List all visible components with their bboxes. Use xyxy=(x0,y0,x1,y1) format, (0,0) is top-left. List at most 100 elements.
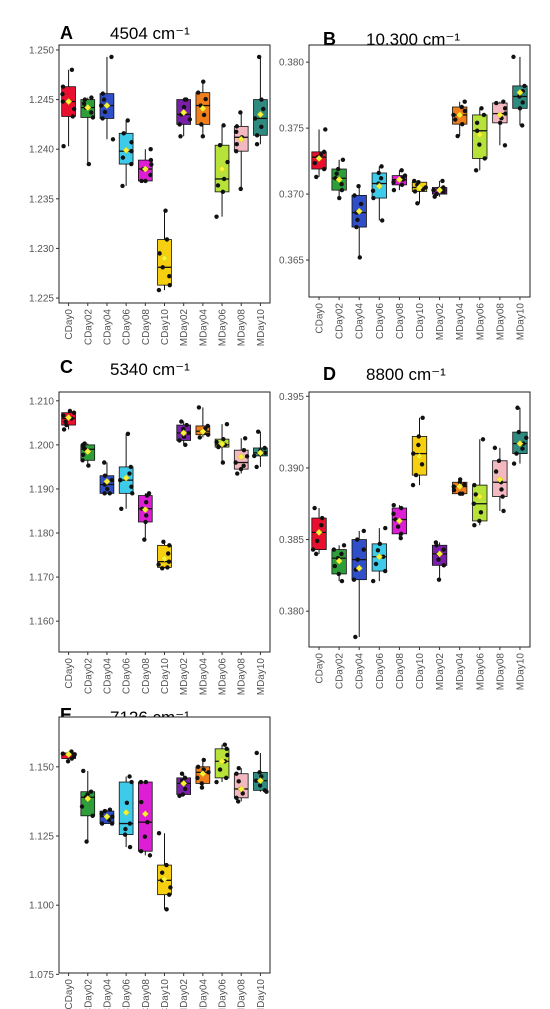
observation-point xyxy=(156,562,161,567)
x-category-label: MDay08 xyxy=(237,309,248,347)
observation-point xyxy=(415,201,420,206)
observation-point xyxy=(157,251,162,256)
box-mday08 xyxy=(492,99,508,148)
x-category-label: CDay06 xyxy=(122,658,133,695)
box-cday06 xyxy=(118,431,135,511)
x-category-label: CDay10 xyxy=(160,658,171,695)
observation-point xyxy=(478,510,484,515)
box-mday06 xyxy=(472,106,488,173)
observation-point xyxy=(238,466,244,472)
y-tick-label: 1.125 xyxy=(29,832,54,843)
observation-point xyxy=(206,770,211,775)
observation-point xyxy=(522,83,527,89)
box-cday0 xyxy=(60,67,77,149)
box-mday10 xyxy=(252,429,268,470)
mean-marker xyxy=(355,207,363,215)
mean-marker xyxy=(84,448,92,455)
observation-point xyxy=(340,157,346,162)
observation-point xyxy=(156,831,162,836)
observation-point xyxy=(516,429,521,435)
observation-point xyxy=(161,539,166,545)
y-tick-label: 0.375 xyxy=(279,124,304,135)
mean-marker xyxy=(335,557,343,565)
observation-point xyxy=(413,472,419,478)
observation-point xyxy=(339,551,344,557)
observation-point xyxy=(524,435,529,441)
observation-point xyxy=(121,131,126,136)
observation-point xyxy=(149,162,154,167)
observation-point xyxy=(205,432,211,437)
box-cday0 xyxy=(61,408,77,432)
mean-marker xyxy=(375,553,383,561)
box-cday10 xyxy=(156,539,172,571)
observation-point xyxy=(257,783,263,788)
observation-point xyxy=(402,173,408,178)
observation-point xyxy=(492,445,498,451)
observation-point xyxy=(451,487,457,493)
x-category-label: MDay10 xyxy=(515,303,526,341)
mean-marker xyxy=(103,477,111,485)
box-mday04 xyxy=(195,405,211,440)
observation-point xyxy=(319,523,324,528)
observation-point xyxy=(107,807,113,812)
observation-point xyxy=(242,436,248,441)
observation-point xyxy=(165,565,170,570)
observation-point xyxy=(511,461,517,466)
x-category-label: CDay04 xyxy=(102,658,113,695)
observation-point xyxy=(335,166,341,172)
observation-point xyxy=(497,120,503,126)
observation-point xyxy=(177,122,182,127)
observation-point xyxy=(164,862,169,868)
observation-point xyxy=(71,106,77,112)
observation-point xyxy=(502,143,508,148)
observation-point xyxy=(471,501,476,506)
box xyxy=(157,239,172,286)
observation-point xyxy=(234,124,240,129)
mean-marker xyxy=(122,146,130,154)
observation-point xyxy=(441,189,446,195)
y-tick-label: 1.225 xyxy=(29,294,54,305)
observation-point xyxy=(64,422,69,428)
observation-point xyxy=(234,795,239,801)
observation-point xyxy=(481,112,487,118)
box-cday08 xyxy=(391,502,408,541)
observation-point xyxy=(410,482,416,488)
x-category-label: MDay04 xyxy=(198,658,209,696)
observation-point xyxy=(182,97,188,102)
observation-point xyxy=(100,91,106,96)
mean-marker xyxy=(416,184,423,191)
observation-point xyxy=(496,458,502,463)
observation-point xyxy=(357,255,362,260)
observation-point xyxy=(503,111,508,116)
observation-point xyxy=(89,110,94,115)
box xyxy=(118,781,134,836)
observation-point xyxy=(339,578,345,584)
observation-point xyxy=(225,159,230,165)
observation-point xyxy=(455,133,460,139)
observation-point xyxy=(70,114,75,119)
observation-point xyxy=(493,469,499,474)
mean-marker xyxy=(496,111,504,119)
mean-marker xyxy=(180,429,188,437)
observation-point xyxy=(433,540,439,545)
observation-point xyxy=(462,108,468,114)
observation-point xyxy=(434,191,439,197)
observation-point xyxy=(261,106,266,112)
x-category-label: MDay08 xyxy=(495,303,506,341)
observation-point xyxy=(371,578,376,584)
observation-point xyxy=(85,792,90,797)
observation-point xyxy=(380,218,385,223)
y-tick-label: 1.180 xyxy=(29,529,54,540)
observation-point xyxy=(223,775,229,781)
observation-point xyxy=(181,426,186,432)
panel-title: 8800 cm⁻¹ xyxy=(366,365,446,384)
observation-point xyxy=(122,832,128,837)
observation-point xyxy=(107,491,112,496)
observation-point xyxy=(383,525,388,531)
observation-point xyxy=(199,122,204,127)
observation-point xyxy=(99,811,104,817)
observation-point xyxy=(178,134,183,139)
observation-point xyxy=(477,142,482,147)
plot-frame xyxy=(58,391,271,653)
observation-point xyxy=(321,166,327,172)
